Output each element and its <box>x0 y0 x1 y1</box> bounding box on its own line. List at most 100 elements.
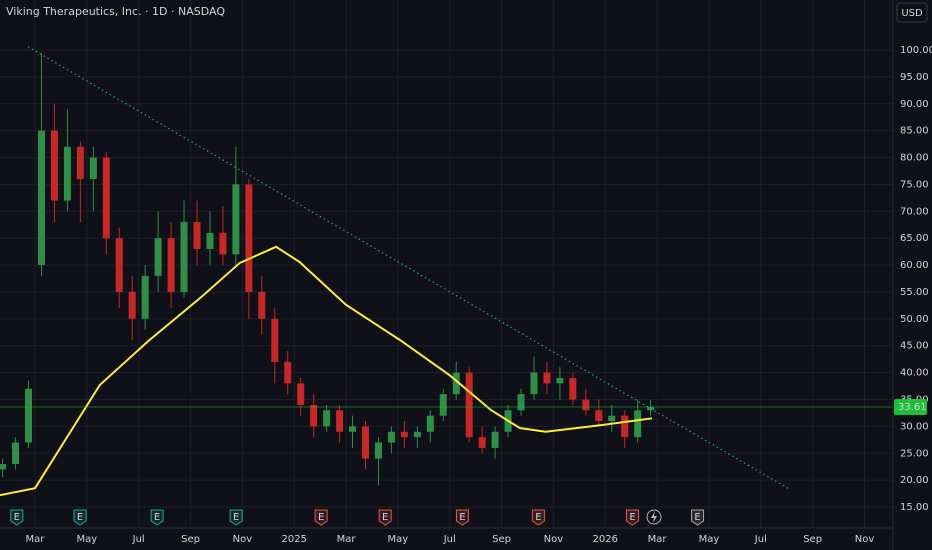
candle-body <box>89 157 97 180</box>
last-price-label: 33.61 <box>898 402 927 413</box>
candle-body <box>478 437 486 448</box>
candle-body <box>0 464 7 470</box>
y-tick-label: 65.00 <box>900 233 929 244</box>
candle-body <box>167 238 175 292</box>
candle-body <box>258 291 266 319</box>
candle-body <box>336 410 344 432</box>
earnings-label: E <box>535 512 541 523</box>
x-tick-label: 2025 <box>281 534 306 545</box>
candle-body <box>102 157 110 239</box>
candle-body <box>374 442 382 459</box>
y-tick-label: 80.00 <box>900 153 929 164</box>
candle-body <box>361 426 369 459</box>
candle-body <box>76 146 84 180</box>
x-tick-label: Sep <box>492 534 511 545</box>
y-tick-label: 45.00 <box>900 341 929 352</box>
x-tick-label: Jul <box>132 534 145 545</box>
candle-body <box>128 291 136 319</box>
candle-body <box>387 431 395 443</box>
candle-body <box>608 415 616 422</box>
earnings-label: E <box>382 512 388 523</box>
candle-body <box>219 232 227 255</box>
candle-body <box>206 232 214 249</box>
y-tick-label: 95.00 <box>900 72 929 83</box>
y-tick-label: 15.00 <box>900 502 929 513</box>
earnings-marker <box>691 509 705 526</box>
candle-body <box>37 130 45 266</box>
currency-label[interactable]: USD <box>901 8 923 19</box>
x-tick-label: May <box>76 534 97 545</box>
earnings-label: E <box>459 512 465 523</box>
earnings-marker <box>314 509 328 526</box>
y-tick-label: 75.00 <box>900 179 929 190</box>
candle-body <box>115 238 123 292</box>
earnings-marker <box>229 509 243 526</box>
y-tick-label: 20.00 <box>900 475 929 486</box>
y-tick-label: 25.00 <box>900 448 929 459</box>
x-tick-label: Sep <box>181 534 200 545</box>
earnings-label: E <box>77 512 83 523</box>
x-tick-label: May <box>388 534 409 545</box>
candle-body <box>284 361 292 384</box>
candle-body <box>517 394 525 411</box>
x-tick-label: Nov <box>233 534 253 545</box>
x-tick-label: Sep <box>803 534 822 545</box>
earnings-label: E <box>629 512 635 523</box>
earnings-marker <box>10 509 24 526</box>
candle-body <box>400 431 408 438</box>
candle-body <box>271 318 279 362</box>
candle-body <box>543 372 551 384</box>
y-tick-label: 60.00 <box>900 260 929 271</box>
candle-body <box>439 394 447 416</box>
x-tick-label: Nov <box>855 534 875 545</box>
candle-body <box>621 415 629 438</box>
candle-body <box>297 383 305 405</box>
y-tick-label: 100.00 <box>900 45 932 56</box>
x-tick-label: 2026 <box>593 534 618 545</box>
candle-body <box>193 222 201 249</box>
candle-body <box>310 404 318 427</box>
candle-body <box>491 431 499 448</box>
earnings-label: E <box>318 512 324 523</box>
earnings-label: E <box>694 512 700 523</box>
earnings-label: E <box>14 512 20 523</box>
candle-body <box>349 426 357 432</box>
candle-body <box>50 130 58 201</box>
candle-body <box>323 410 331 427</box>
candle-body <box>530 372 538 395</box>
candle-body <box>413 431 421 438</box>
candle-body <box>25 388 33 443</box>
x-tick-label: Nov <box>544 534 564 545</box>
earnings-marker <box>625 509 639 526</box>
x-tick-label: Jul <box>754 534 767 545</box>
chart-title: Viking Therapeutics, Inc. · 1D · NASDAQ <box>6 5 225 18</box>
currency-button[interactable] <box>896 2 928 23</box>
x-tick-label: May <box>699 534 720 545</box>
y-tick-label: 90.00 <box>900 99 929 110</box>
candle-body <box>245 184 253 292</box>
earnings-label: E <box>233 512 239 523</box>
candle-body <box>12 442 20 465</box>
candle-body <box>452 372 460 395</box>
x-tick-label: Mar <box>648 534 668 545</box>
trendline <box>27 46 791 491</box>
candle-body <box>582 399 590 411</box>
candle-body <box>63 146 71 201</box>
candle-body <box>634 410 642 438</box>
x-tick-label: Jul <box>443 534 456 545</box>
candle-body <box>232 184 240 255</box>
x-tick-label: Mar <box>26 534 46 545</box>
candle-body <box>180 222 188 292</box>
moving-average <box>0 245 653 497</box>
candle-body <box>154 238 162 276</box>
earnings-marker <box>378 509 392 526</box>
candle-body <box>426 415 434 432</box>
last-price-box <box>894 398 927 415</box>
replay-icon <box>646 509 662 525</box>
earnings-marker <box>73 509 87 526</box>
y-tick-label: 70.00 <box>900 206 929 217</box>
x-tick-label: Mar <box>337 534 357 545</box>
